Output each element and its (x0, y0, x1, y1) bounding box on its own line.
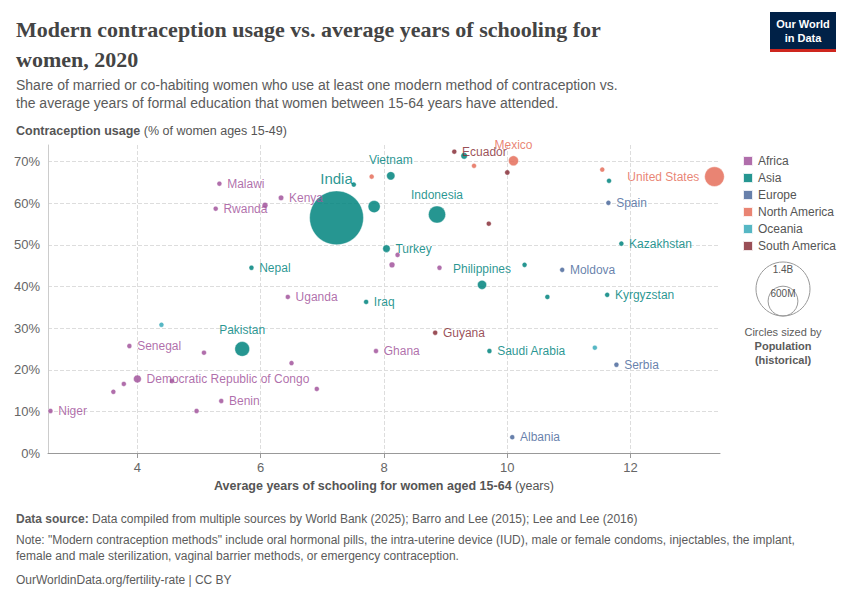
svg-text:Benin: Benin (229, 394, 260, 408)
svg-text:0%: 0% (21, 446, 40, 461)
svg-text:Guyana: Guyana (443, 326, 485, 340)
svg-text:Democratic Republic of Congo: Democratic Republic of Congo (147, 372, 310, 386)
svg-text:6: 6 (257, 460, 264, 475)
svg-text:Europe: Europe (758, 188, 797, 202)
svg-text:Uganda: Uganda (296, 290, 338, 304)
svg-text:Spain: Spain (616, 196, 647, 210)
svg-text:Note: "Modern contraception me: Note: "Modern contraception methods" inc… (16, 533, 798, 547)
svg-text:Ghana: Ghana (384, 344, 420, 358)
svg-text:70%: 70% (14, 154, 40, 169)
svg-text:India: India (320, 170, 353, 187)
svg-text:the average years of formal ed: the average years of formal education th… (16, 95, 558, 111)
svg-text:1.4B: 1.4B (773, 264, 794, 275)
svg-text:North America: North America (758, 205, 834, 219)
svg-text:30%: 30% (14, 321, 40, 336)
svg-text:Data compiled from multiple so: Data compiled from multiple sources by W… (89, 512, 638, 526)
svg-text:Nepal: Nepal (259, 261, 290, 275)
svg-text:women, 2020: women, 2020 (16, 47, 138, 72)
svg-text:10%: 10% (14, 404, 40, 419)
svg-text:Average years of schooling for: Average years of schooling for women age… (214, 479, 512, 493)
svg-text:Rwanda: Rwanda (223, 202, 267, 216)
svg-text:Oceania: Oceania (758, 222, 803, 236)
svg-text:Our World: Our World (776, 18, 830, 30)
svg-text:Albania: Albania (520, 430, 560, 444)
svg-text:Serbia: Serbia (624, 358, 659, 372)
svg-text:50%: 50% (14, 237, 40, 252)
svg-text:Philippines: Philippines (453, 262, 511, 276)
svg-text:4: 4 (134, 460, 141, 475)
svg-text:Turkey: Turkey (395, 242, 431, 256)
svg-text:Indonesia: Indonesia (411, 188, 463, 202)
svg-text:12: 12 (623, 460, 637, 475)
svg-text:Niger: Niger (58, 404, 87, 418)
svg-text:(years): (years) (512, 479, 554, 493)
svg-text:Iraq: Iraq (374, 295, 395, 309)
svg-text:Moldova: Moldova (570, 263, 616, 277)
svg-text:Kenya: Kenya (289, 191, 323, 205)
svg-text:Senegal: Senegal (137, 339, 181, 353)
svg-text:OurWorldinData.org/fertility-r: OurWorldinData.org/fertility-rate | CC B… (16, 573, 232, 587)
svg-text:20%: 20% (14, 362, 40, 377)
svg-text:Saudi Arabia: Saudi Arabia (497, 344, 565, 358)
svg-text:Malawi: Malawi (227, 177, 264, 191)
svg-text:Data source:: Data source: (16, 512, 89, 526)
svg-text:Vietnam: Vietnam (369, 153, 413, 167)
svg-text:60%: 60% (14, 196, 40, 211)
svg-text:Pakistan: Pakistan (219, 323, 265, 337)
svg-text:40%: 40% (14, 279, 40, 294)
svg-text:(historical): (historical) (755, 354, 812, 366)
svg-text:Mexico: Mexico (494, 137, 533, 152)
svg-text:Modern contraception usage vs.: Modern contraception usage vs. average y… (16, 17, 606, 42)
svg-text:8: 8 (380, 460, 387, 475)
svg-text:Africa: Africa (758, 154, 789, 168)
svg-text:female and male sterilization,: female and male sterilization, vaginal b… (16, 549, 459, 563)
svg-text:Circles sized by: Circles sized by (744, 326, 822, 338)
svg-text:(% of women ages 15-49): (% of women ages 15-49) (140, 124, 287, 138)
svg-text:10: 10 (500, 460, 514, 475)
svg-text:Contraception usage: Contraception usage (16, 124, 140, 138)
svg-text:Kazakhstan: Kazakhstan (629, 237, 692, 251)
svg-text:Kyrgyzstan: Kyrgyzstan (615, 288, 674, 302)
svg-text:in Data: in Data (785, 32, 823, 44)
svg-text:Ecuador: Ecuador (462, 145, 507, 159)
svg-text:Population: Population (755, 340, 812, 352)
svg-text:United States: United States (627, 170, 699, 184)
svg-text:Asia: Asia (758, 171, 782, 185)
svg-text:600M: 600M (770, 288, 795, 299)
svg-text:Share of married or co-habitin: Share of married or co-habiting women wh… (16, 77, 621, 93)
svg-text:South America: South America (758, 239, 836, 253)
